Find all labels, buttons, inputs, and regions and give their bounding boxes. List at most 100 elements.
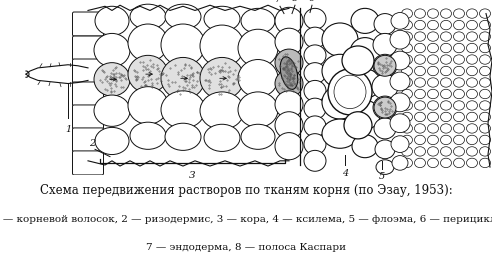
Ellipse shape [440, 101, 452, 110]
Ellipse shape [401, 112, 412, 122]
Ellipse shape [428, 43, 438, 53]
Ellipse shape [350, 38, 380, 67]
FancyBboxPatch shape [72, 59, 103, 83]
Ellipse shape [440, 55, 452, 64]
Ellipse shape [428, 66, 438, 76]
Ellipse shape [128, 24, 168, 62]
Ellipse shape [304, 45, 326, 66]
Text: 1: 1 [65, 125, 71, 134]
Ellipse shape [304, 8, 326, 29]
Text: 7: 7 [275, 0, 281, 4]
Ellipse shape [401, 89, 412, 99]
Ellipse shape [95, 127, 129, 155]
Ellipse shape [440, 112, 452, 122]
FancyBboxPatch shape [72, 82, 103, 106]
Ellipse shape [350, 100, 380, 130]
Ellipse shape [304, 80, 326, 101]
Ellipse shape [280, 57, 298, 89]
Ellipse shape [454, 101, 464, 110]
Ellipse shape [414, 147, 426, 156]
Ellipse shape [466, 89, 478, 99]
Ellipse shape [480, 135, 491, 145]
Ellipse shape [466, 78, 478, 87]
Ellipse shape [391, 136, 409, 152]
Ellipse shape [328, 69, 372, 115]
Ellipse shape [466, 147, 478, 156]
Ellipse shape [322, 23, 358, 57]
Text: 6: 6 [309, 0, 315, 3]
Ellipse shape [352, 135, 378, 158]
Ellipse shape [466, 20, 478, 30]
Ellipse shape [401, 66, 412, 76]
Ellipse shape [480, 66, 491, 76]
FancyBboxPatch shape [72, 128, 103, 152]
Ellipse shape [200, 58, 244, 99]
Ellipse shape [130, 122, 166, 149]
Ellipse shape [128, 87, 168, 124]
Ellipse shape [428, 124, 438, 133]
Ellipse shape [414, 43, 426, 53]
Ellipse shape [480, 32, 491, 41]
Ellipse shape [480, 112, 491, 122]
Ellipse shape [428, 89, 438, 99]
Ellipse shape [304, 63, 326, 84]
Ellipse shape [454, 9, 464, 18]
Ellipse shape [454, 66, 464, 76]
Ellipse shape [373, 34, 397, 57]
Ellipse shape [322, 119, 358, 148]
Text: Схема передвижения растворов по тканям корня (по Эзау, 1953):: Схема передвижения растворов по тканям к… [40, 184, 452, 197]
Ellipse shape [401, 9, 412, 18]
Ellipse shape [466, 43, 478, 53]
Text: 8: 8 [292, 0, 298, 3]
Ellipse shape [374, 55, 396, 76]
Ellipse shape [480, 43, 491, 53]
Ellipse shape [414, 78, 426, 87]
Ellipse shape [414, 112, 426, 122]
Ellipse shape [161, 24, 205, 66]
FancyBboxPatch shape [72, 36, 103, 60]
Ellipse shape [95, 6, 129, 36]
Ellipse shape [275, 112, 303, 139]
Ellipse shape [466, 9, 478, 18]
Ellipse shape [480, 124, 491, 133]
Ellipse shape [466, 55, 478, 64]
Ellipse shape [322, 86, 358, 119]
Ellipse shape [454, 112, 464, 122]
Ellipse shape [342, 46, 374, 75]
Ellipse shape [454, 32, 464, 41]
Ellipse shape [428, 32, 438, 41]
Ellipse shape [466, 112, 478, 122]
Ellipse shape [440, 9, 452, 18]
Ellipse shape [428, 135, 438, 145]
Ellipse shape [374, 14, 396, 35]
Ellipse shape [390, 72, 410, 91]
Ellipse shape [401, 32, 412, 41]
Text: 1 — корневой волосок, 2 — ризодермис, 3 — кора, 4 — ксилема, 5 — флоэма, 6 — пер: 1 — корневой волосок, 2 — ризодермис, 3 … [0, 215, 492, 224]
Ellipse shape [428, 158, 438, 168]
Ellipse shape [480, 55, 491, 64]
Ellipse shape [454, 147, 464, 156]
Ellipse shape [466, 101, 478, 110]
Ellipse shape [390, 93, 410, 112]
Ellipse shape [414, 89, 426, 99]
Ellipse shape [428, 55, 438, 64]
Ellipse shape [401, 55, 412, 64]
Ellipse shape [375, 140, 395, 159]
Ellipse shape [351, 8, 379, 34]
Ellipse shape [440, 147, 452, 156]
Text: 3: 3 [189, 171, 196, 180]
Ellipse shape [373, 54, 397, 77]
Ellipse shape [304, 116, 326, 137]
Ellipse shape [454, 124, 464, 133]
Ellipse shape [440, 89, 452, 99]
Ellipse shape [390, 51, 410, 70]
Ellipse shape [161, 91, 205, 128]
Ellipse shape [414, 135, 426, 145]
Ellipse shape [275, 7, 303, 35]
Ellipse shape [401, 135, 412, 145]
Ellipse shape [480, 101, 491, 110]
Ellipse shape [401, 20, 412, 30]
Ellipse shape [414, 9, 426, 18]
Ellipse shape [238, 29, 278, 67]
Ellipse shape [440, 158, 452, 168]
